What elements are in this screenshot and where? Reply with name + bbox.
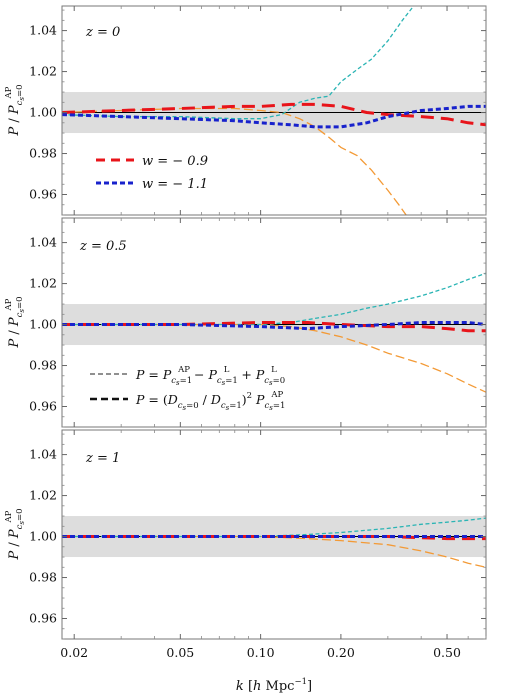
legend-label-w11: w = − 1.1 (142, 177, 208, 192)
x-axis-label: k [h Mpc−1] (236, 677, 312, 694)
y-tick-label: 0.96 (29, 611, 57, 626)
x-tick-label: 0.05 (166, 645, 194, 660)
legend-label-w09: w = − 0.9 (142, 154, 208, 169)
x-tick-label: 0.50 (433, 645, 461, 660)
x-tick-label: 0.02 (60, 645, 88, 660)
series-line-thick-w09 (62, 321, 486, 333)
ylabel-panel0: P / Pcs=0AP (4, 84, 26, 136)
series-line-thin-w11 (62, 6, 415, 120)
series-line-thick-w11 (62, 321, 486, 331)
legend-w: w = − 0.9 w = − 1.1 (96, 154, 208, 192)
y-tick-label: 1.02 (29, 276, 57, 291)
legend-method: P = Pcs=1AP − Pcs=1L + Pcs=0L P = (Dcs=0… (90, 365, 285, 412)
series-line-thin-w11 (62, 272, 486, 326)
y-tick-label: 1.04 (29, 23, 57, 38)
legend-label-thin: P = Pcs=1AP − Pcs=1L + Pcs=0L (135, 365, 285, 387)
y-tick-label: 0.98 (29, 146, 57, 161)
redshift-label: z = 0.5 (79, 239, 127, 254)
panel-axes: 0.96 0.98 1.00 1.02 1.04 0.02 0.05 0.10 0.20 0.50 (29, 429, 487, 660)
series-line-thick-w09 (62, 535, 486, 541)
series-line-thin-w11 (62, 517, 486, 538)
y-tick-label: 1.02 (29, 64, 57, 79)
ylabel-group: P / Pcs=0AP P / Pcs=0AP P / Pcs=0AP (4, 84, 26, 560)
panel-z05: 0.96 0.98 1.00 1.02 1.04 z = 0.5 (29, 217, 487, 428)
redshift-label: z = 1 (85, 451, 120, 466)
y-tick-label: 0.98 (29, 570, 57, 585)
panel-z0: 0.96 0.98 1.00 1.02 1.04 z = 0 (29, 5, 487, 216)
legend-label-thick: P = (Dcs=0 / Dcs=1)2 Pcs=1AP (135, 390, 285, 412)
y-tick-label: 0.96 (29, 187, 57, 202)
redshift-label: z = 0 (85, 25, 120, 40)
series-line-thin-w09 (62, 107, 407, 215)
y-tick-label: 0.98 (29, 358, 57, 373)
y-tick-label: 1.00 (29, 529, 57, 544)
y-tick-label: 1.02 (29, 488, 57, 503)
axes-frame (61, 217, 487, 428)
panel-background (62, 92, 486, 134)
ylabel-panel2: P / Pcs=0AP (4, 508, 26, 560)
series-line-thick-w09 (62, 102, 486, 127)
x-tick-label: 0.20 (327, 645, 355, 660)
y-tick-label: 1.04 (29, 235, 57, 250)
axes-frame (61, 5, 487, 216)
y-tick-label: 1.00 (29, 105, 57, 120)
panel-data (62, 517, 486, 568)
y-tick-label: 1.00 (29, 317, 57, 332)
panel-data (62, 272, 486, 393)
axes-frame (61, 429, 487, 640)
y-tick-label: 0.96 (29, 399, 57, 414)
panel-axes: 0.96 0.98 1.00 1.02 1.04 (29, 5, 487, 216)
ylabel-panel1: P / Pcs=0AP (4, 296, 26, 348)
panel-axes: 0.96 0.98 1.00 1.02 1.04 (29, 217, 487, 428)
x-tick-label: 0.10 (247, 645, 275, 660)
y-tick-label: 1.04 (29, 447, 57, 462)
series-line-thick-w11 (62, 104, 486, 129)
panel-z1: 0.96 0.98 1.00 1.02 1.04 0.02 0.05 0.10 0.20 0.50… (29, 429, 487, 660)
panel-data (62, 6, 486, 215)
